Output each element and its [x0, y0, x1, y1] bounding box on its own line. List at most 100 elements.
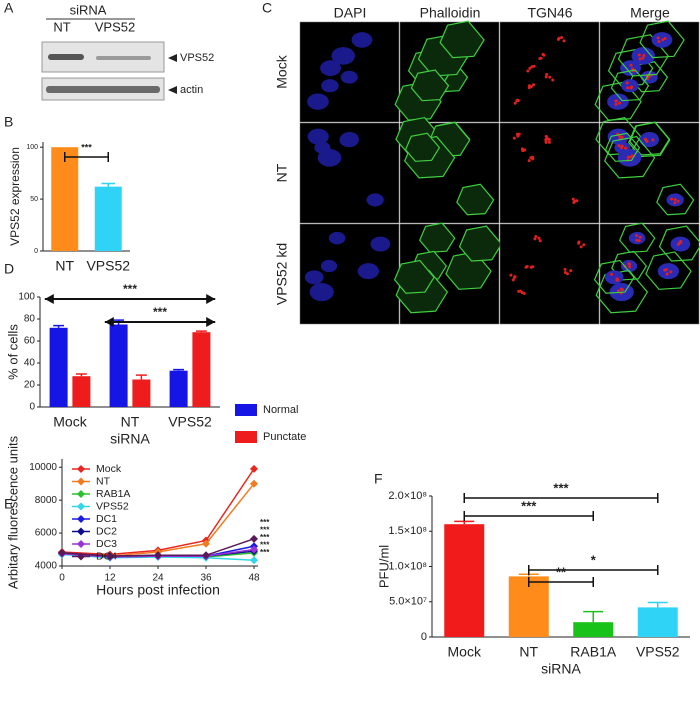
- y-tick-label: 100: [26, 144, 38, 151]
- significance-label: *: [591, 552, 597, 567]
- series-line: [61, 468, 255, 556]
- golgi-dot: [616, 289, 620, 293]
- golgi-dot: [624, 146, 628, 150]
- nucleus: [314, 141, 331, 154]
- point: [106, 552, 114, 561]
- point: [250, 479, 258, 488]
- golgi-dot: [628, 265, 632, 269]
- legend-label: RAB1A: [96, 488, 130, 500]
- nucleus: [366, 193, 384, 207]
- golgi-dot: [539, 56, 543, 60]
- golgi-dot: [527, 159, 531, 163]
- column-header: TGN46: [527, 5, 572, 21]
- golgi-dot: [645, 139, 649, 143]
- column-header: Merge: [630, 5, 670, 21]
- cell-outline: [458, 225, 503, 262]
- micrograph: [499, 21, 600, 123]
- golgi-dot: [577, 240, 581, 244]
- cell-outline: [627, 121, 671, 158]
- golgi-dot: [579, 245, 583, 249]
- bar: [51, 147, 79, 251]
- significance-label: ***: [521, 498, 537, 513]
- point: [250, 534, 258, 543]
- cell-outline: [593, 259, 635, 294]
- y-tick-label: 8000: [35, 495, 58, 506]
- x-tick-label: 24: [152, 573, 164, 584]
- legend-marker: [77, 490, 85, 498]
- golgi-dot: [651, 138, 655, 142]
- golgi-dot: [663, 36, 667, 40]
- x-tick-label: VPS52: [168, 414, 212, 430]
- nucleus: [304, 270, 324, 285]
- golgi-dot: [663, 268, 667, 272]
- y-tick-label: 100: [18, 292, 35, 303]
- y-tick-label: 2.0×10⁸: [388, 490, 427, 502]
- y-tick-label: 80: [24, 314, 36, 325]
- legend-label: VPS52: [96, 500, 129, 512]
- x-tick-label: VPS52: [86, 258, 130, 274]
- golgi-dot: [556, 37, 560, 41]
- x-tick-label: 0: [59, 573, 65, 584]
- cell-outline: [418, 222, 456, 253]
- y-tick-label: 1.5×10⁸: [388, 525, 427, 537]
- legend-marker: [77, 540, 85, 548]
- golgi-dot: [524, 265, 528, 269]
- golgi-dot: [669, 270, 673, 274]
- golgi-dot: [625, 81, 629, 85]
- legend-label: Punctate: [263, 431, 306, 443]
- x-tick-label: NT: [55, 258, 74, 274]
- golgi-dot: [572, 201, 576, 205]
- blot-group-label: siRNA: [70, 2, 107, 17]
- bar: [192, 332, 211, 407]
- x-tick-label: Mock: [448, 644, 482, 660]
- significance-label: ***: [123, 282, 137, 296]
- golgi-dot: [665, 272, 669, 276]
- golgi-dot: [526, 69, 530, 73]
- significance-label: ***: [260, 541, 270, 550]
- nucleus: [628, 231, 646, 245]
- golgi-dot: [617, 144, 621, 148]
- nucleus: [309, 283, 334, 302]
- column-header: DAPI: [334, 5, 367, 21]
- panel-label: A: [4, 0, 14, 16]
- x-axis-title: Hours post infection: [96, 582, 220, 598]
- golgi-dot: [629, 63, 633, 67]
- legend-label: NT: [96, 475, 111, 487]
- nucleus: [321, 79, 339, 93]
- panel-label: F: [374, 471, 383, 487]
- nucleus: [607, 93, 629, 110]
- x-tick-label: 36: [200, 573, 212, 584]
- golgi-dot: [545, 72, 549, 76]
- golgi-dot: [513, 275, 517, 279]
- legend-marker: [77, 465, 85, 473]
- column-header: Phalloidin: [420, 5, 481, 21]
- golgi-dot: [544, 140, 548, 144]
- golgi-dot: [538, 239, 542, 243]
- golgi-dot: [521, 148, 525, 152]
- golgi-dot: [635, 234, 639, 238]
- bar: [132, 379, 151, 407]
- nucleus: [340, 70, 358, 84]
- nucleus: [351, 32, 373, 48]
- golgi-dot: [537, 236, 541, 240]
- significance-label: ***: [260, 526, 270, 535]
- golgi-dot: [627, 262, 631, 266]
- golgi-dot: [547, 137, 551, 141]
- golgi-dot: [621, 288, 625, 292]
- golgi-dot: [511, 278, 515, 282]
- panel-label: D: [4, 261, 14, 277]
- golgi-dot: [620, 146, 624, 150]
- point: [202, 551, 210, 560]
- panel-label: E: [4, 496, 13, 512]
- y-axis-title: PFU/ml: [376, 545, 391, 588]
- golgi-dot: [656, 36, 660, 40]
- y-tick-label: 6000: [35, 528, 58, 539]
- x-tick-label: RAB1A: [570, 644, 617, 660]
- y-tick-label: 40: [24, 358, 36, 369]
- golgi-dot: [515, 99, 519, 103]
- nucleus: [320, 60, 341, 76]
- golgi-dot: [532, 64, 536, 68]
- legend-label: DC3: [96, 538, 117, 550]
- legend-marker: [77, 515, 85, 523]
- golgi-dot: [610, 272, 614, 276]
